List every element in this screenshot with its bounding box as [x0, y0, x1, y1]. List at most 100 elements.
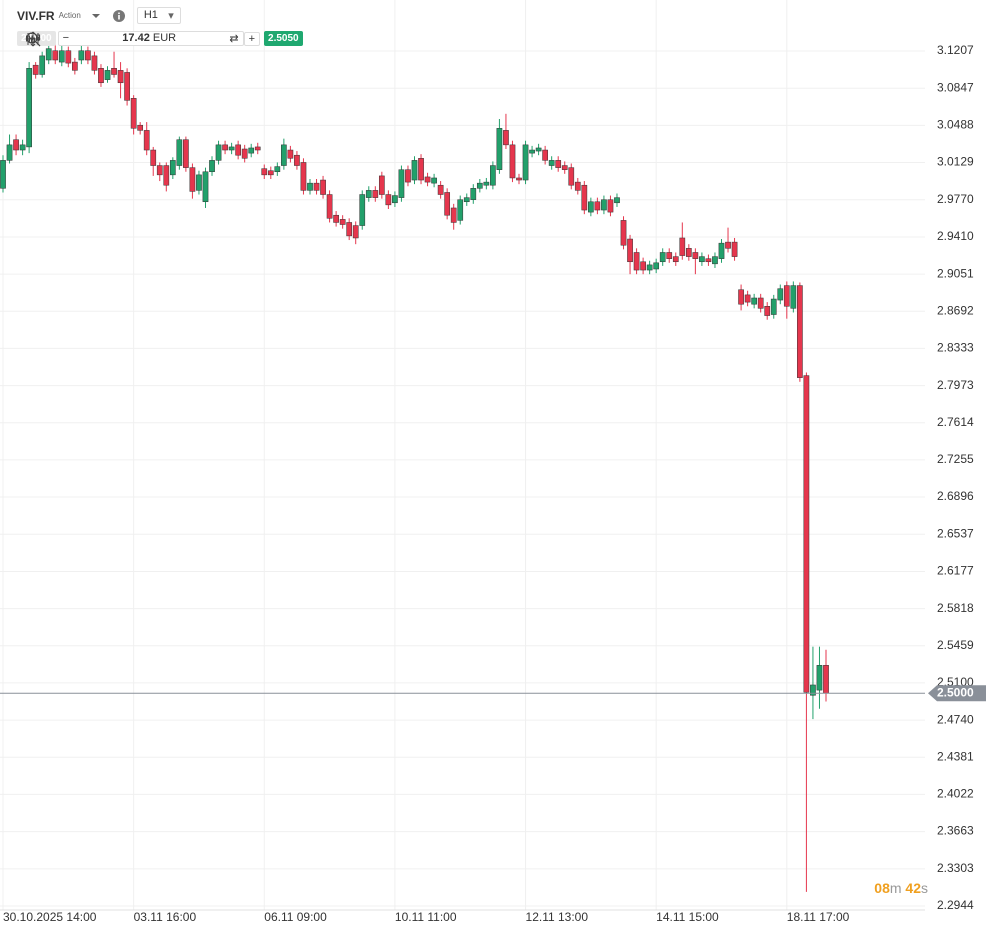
last-price-label: 2.5000: [937, 685, 974, 699]
timeframe: H1: [143, 9, 158, 21]
candle-body: [476, 182, 483, 189]
candle-body: [672, 256, 679, 263]
candle-body: [98, 68, 104, 84]
candle-body: [627, 238, 633, 263]
candle-body: [490, 165, 496, 186]
candle-body: [659, 252, 666, 263]
candle-body: [555, 160, 562, 168]
timeframe-select[interactable]: H1 ▾: [136, 7, 181, 24]
y-tick-label: 2.6537: [937, 526, 974, 540]
candle-body: [823, 665, 829, 694]
x-tick-label: 12.11 13:00: [526, 910, 589, 924]
candle-body: [248, 147, 255, 154]
candle-body: [588, 201, 594, 213]
candle-body: [529, 149, 535, 154]
y-tick-label: 2.5459: [937, 638, 974, 652]
candle-body: [281, 144, 287, 166]
buy-price[interactable]: 2.5050: [264, 31, 303, 46]
y-tick-label: 2.5818: [937, 601, 974, 615]
candle-body: [287, 149, 294, 159]
candle-body: [705, 258, 712, 263]
instrument-bar: VIV.FR Action H1 ▾: [17, 7, 181, 24]
candle-body: [339, 219, 346, 225]
candle-body: [196, 174, 202, 191]
candle-body: [496, 128, 503, 170]
candle-body: [522, 144, 529, 181]
candle-body: [783, 285, 790, 307]
candle-body: [6, 144, 13, 161]
candle-body: [725, 241, 731, 249]
candle-body: [307, 182, 313, 191]
swap[interactable]: ⇄: [229, 33, 239, 45]
candle-body: [685, 248, 692, 257]
candle-body: [385, 194, 392, 206]
candle-body: [620, 220, 627, 246]
candle-body: [85, 50, 91, 61]
candle-body: [274, 166, 281, 173]
candle-body: [176, 139, 183, 166]
candle-body: [137, 124, 144, 131]
y-tick-label: 2.3303: [937, 861, 974, 875]
plus[interactable]: +: [243, 31, 261, 46]
y-tick-label: 2.9770: [937, 192, 974, 206]
candle-body: [692, 252, 699, 259]
y-tick-label: 2.6896: [937, 489, 974, 503]
candle-body: [548, 160, 555, 166]
minutes: 08: [874, 880, 890, 896]
candle-body: [13, 139, 19, 151]
candle-body: [261, 168, 268, 176]
candle-body: [124, 72, 130, 101]
countdown: 08m 42s: [874, 880, 928, 896]
trade-bar: 2.5000 − 17.42 EUR ⇄ + 2.5050: [17, 31, 303, 47]
candle-body: [32, 64, 39, 75]
dropdown-arrow[interactable]: [91, 12, 101, 20]
seconds-unit: s: [921, 880, 928, 896]
candle-body: [470, 188, 477, 200]
candle-body: [333, 214, 339, 223]
candle-body: [777, 288, 784, 301]
x-tick-label: 30.10.2025 14:00: [3, 910, 97, 924]
candle-body: [163, 165, 170, 186]
candle-body: [437, 184, 444, 195]
x-tick-label: 03.11 16:00: [134, 910, 197, 924]
candle-body: [156, 165, 163, 176]
quantity[interactable]: 17.42: [122, 32, 150, 44]
minutes-unit: m: [889, 880, 902, 896]
candle-body: [359, 194, 366, 226]
candle-body: [189, 167, 196, 192]
candle-body: [640, 261, 646, 271]
minus[interactable]: −: [62, 32, 70, 44]
candle-body: [320, 179, 326, 195]
candle-body: [26, 68, 32, 148]
candle-body: [601, 199, 607, 211]
candle-body: [150, 149, 157, 166]
candle-body: [803, 375, 810, 693]
x-tick-label: 14.11 15:00: [656, 910, 719, 924]
symbol[interactable]: VIV.FR: [17, 8, 55, 23]
candle-body: [450, 207, 457, 223]
candle-body: [503, 130, 509, 146]
candle-body: [738, 289, 744, 305]
candle-body: [816, 665, 823, 691]
seconds: 42: [905, 880, 921, 896]
candle-body: [797, 285, 803, 378]
candle-body: [666, 252, 673, 259]
y-tick-label: 3.0488: [937, 118, 974, 132]
candle-body: [744, 294, 751, 303]
candle-body: [183, 139, 189, 168]
candle-body: [633, 252, 640, 271]
candle-body: [378, 175, 385, 195]
candle-body: [653, 262, 660, 270]
candle-body: [712, 256, 718, 265]
info-icon[interactable]: [112, 9, 125, 22]
candle-body: [130, 98, 137, 129]
candle-body: [111, 68, 117, 75]
candle-body: [313, 182, 320, 191]
candle-body: [45, 48, 52, 61]
candle-body: [418, 158, 424, 181]
y-tick-label: 2.7255: [937, 452, 974, 466]
pan-icon[interactable]: [25, 31, 41, 47]
candle-body: [444, 192, 451, 216]
currency: EUR: [152, 32, 177, 44]
